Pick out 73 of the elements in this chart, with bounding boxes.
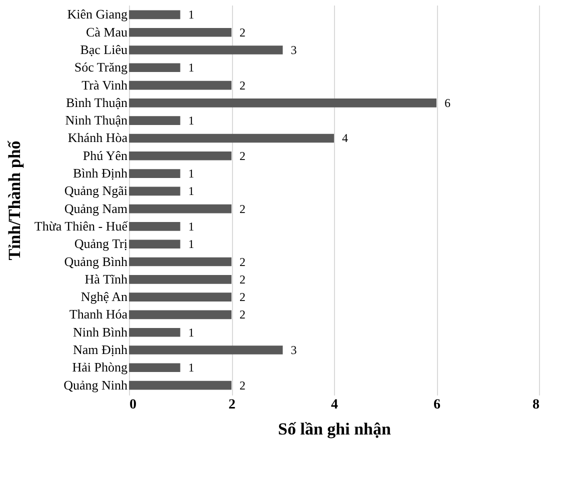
x-tick-label: 2 xyxy=(228,398,236,412)
bar xyxy=(129,257,232,266)
y-tick-label: Sóc Trăng xyxy=(74,60,128,75)
data-label: 1 xyxy=(188,8,194,22)
y-tick-label: Nghệ An xyxy=(80,289,128,304)
bar xyxy=(129,10,180,20)
x-tick-label: 0 xyxy=(130,398,136,412)
x-tick-label: 8 xyxy=(532,398,540,412)
y-tick-label: Ninh Thuận xyxy=(65,112,128,128)
y-tick-label: Ninh Bình xyxy=(72,324,128,340)
data-label: 2 xyxy=(240,202,246,216)
y-tick-label: Phú Yên xyxy=(82,148,128,163)
bar xyxy=(129,380,232,390)
y-tick-label: Khánh Hòa xyxy=(68,130,128,146)
y-tick-label: Hà Tĩnh xyxy=(84,271,128,286)
bar xyxy=(129,222,180,231)
y-tick-label: Bạc Liêu xyxy=(80,42,128,57)
y-tick-label: Bình Định xyxy=(72,166,128,181)
y-tick-label: Bình Thuận xyxy=(66,94,128,110)
data-label: 2 xyxy=(240,308,246,322)
data-label: 1 xyxy=(188,60,194,75)
y-tick-label: Nam Định xyxy=(72,342,128,357)
y-tick-label: Trà Vinh xyxy=(82,77,128,92)
data-label: 4 xyxy=(342,131,348,146)
bar xyxy=(129,186,180,196)
bar xyxy=(129,80,232,90)
bar xyxy=(129,346,283,354)
bar xyxy=(129,240,180,249)
bar xyxy=(129,134,334,143)
bar xyxy=(129,28,232,37)
bar xyxy=(129,363,180,372)
x-axis-title: Số lần ghi nhận xyxy=(278,420,392,438)
y-tick-label: Thừa Thiên - Huế xyxy=(34,218,129,234)
data-label: 1 xyxy=(188,219,194,234)
data-label: 1 xyxy=(188,184,194,198)
y-tick-label: Quảng Ngãi xyxy=(64,183,128,198)
bar xyxy=(129,151,232,160)
data-label: 6 xyxy=(444,96,450,110)
data-label: 1 xyxy=(188,166,194,181)
data-label: 3 xyxy=(290,43,297,57)
y-tick-label: Quảng Trị xyxy=(74,236,128,252)
x-tick-label: 4 xyxy=(331,398,338,412)
data-label: 2 xyxy=(240,272,246,286)
bar xyxy=(129,63,180,72)
data-label: 2 xyxy=(240,25,246,40)
bar xyxy=(129,116,180,125)
data-label: 2 xyxy=(240,378,246,392)
x-tick-label: 6 xyxy=(434,398,440,412)
y-tick-label: Thanh Hóa xyxy=(69,306,128,322)
bar xyxy=(129,328,180,337)
y-tick-label: Cà Mau xyxy=(86,24,128,40)
y-tick-label: Hải Phòng xyxy=(72,360,128,375)
bar xyxy=(129,98,436,108)
bar xyxy=(129,275,232,284)
data-label: 2 xyxy=(240,148,246,163)
bar xyxy=(129,46,283,54)
bar xyxy=(129,292,232,302)
data-label: 2 xyxy=(240,290,246,304)
y-tick-label: Kiên Giang xyxy=(67,6,128,22)
y-axis-title: Tỉnh/Thành phố xyxy=(5,140,24,260)
data-label: 1 xyxy=(188,114,194,128)
bar xyxy=(129,169,180,178)
data-label: 1 xyxy=(188,325,194,340)
data-label: 2 xyxy=(240,254,246,269)
y-tick-label: Quảng Bình xyxy=(64,254,128,269)
data-label: 1 xyxy=(188,237,194,252)
y-tick-label: Quảng Ninh xyxy=(64,377,128,392)
data-label: 3 xyxy=(290,343,297,357)
data-label: 2 xyxy=(240,78,246,92)
y-tick-label: Quảng Nam xyxy=(64,200,128,216)
data-label: 1 xyxy=(188,360,194,375)
bar xyxy=(129,310,232,320)
bar xyxy=(129,204,232,214)
